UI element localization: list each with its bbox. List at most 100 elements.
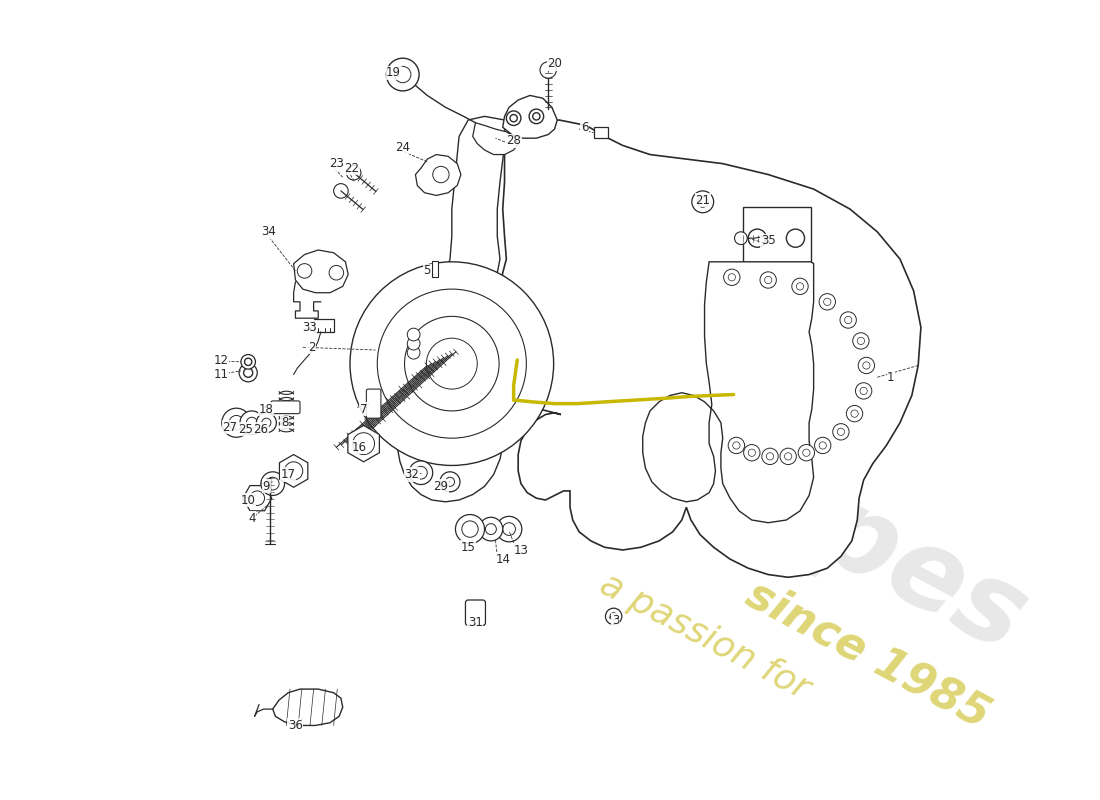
Text: 22: 22 xyxy=(344,162,360,174)
Text: 18: 18 xyxy=(258,402,274,415)
Circle shape xyxy=(250,491,264,506)
Polygon shape xyxy=(279,454,308,487)
Circle shape xyxy=(229,415,243,430)
Text: 35: 35 xyxy=(761,234,776,247)
Circle shape xyxy=(407,346,420,359)
Text: 12: 12 xyxy=(213,354,229,367)
Polygon shape xyxy=(503,95,558,138)
Text: since 1985: since 1985 xyxy=(739,572,998,737)
Text: 5: 5 xyxy=(424,265,431,278)
FancyBboxPatch shape xyxy=(366,389,381,418)
Circle shape xyxy=(540,62,557,78)
Circle shape xyxy=(297,264,311,278)
FancyBboxPatch shape xyxy=(465,600,485,626)
Text: 4: 4 xyxy=(249,512,255,525)
Polygon shape xyxy=(273,689,343,726)
Circle shape xyxy=(432,166,449,182)
Circle shape xyxy=(833,424,849,440)
Text: 34: 34 xyxy=(261,226,276,238)
Text: 2: 2 xyxy=(308,341,316,354)
Text: 10: 10 xyxy=(241,494,255,506)
Circle shape xyxy=(262,418,271,427)
Circle shape xyxy=(529,109,543,124)
Circle shape xyxy=(409,461,432,485)
Circle shape xyxy=(724,269,740,286)
Text: 9: 9 xyxy=(263,480,271,493)
Circle shape xyxy=(852,333,869,349)
Circle shape xyxy=(496,516,521,542)
Circle shape xyxy=(485,524,496,534)
Circle shape xyxy=(395,66,411,82)
Text: 7: 7 xyxy=(360,402,367,415)
Circle shape xyxy=(744,445,760,461)
Text: 20: 20 xyxy=(547,57,562,70)
Polygon shape xyxy=(416,154,461,195)
Circle shape xyxy=(858,358,874,374)
Bar xyxy=(314,319,333,332)
Text: europes: europes xyxy=(547,343,1044,675)
Circle shape xyxy=(846,406,862,422)
Text: 1: 1 xyxy=(888,370,894,384)
Polygon shape xyxy=(294,250,349,293)
Text: 17: 17 xyxy=(280,468,296,481)
Text: 16: 16 xyxy=(352,441,366,454)
Circle shape xyxy=(762,448,778,465)
Polygon shape xyxy=(397,116,505,502)
Text: 19: 19 xyxy=(386,66,402,79)
Circle shape xyxy=(799,445,814,461)
Text: 15: 15 xyxy=(461,541,475,554)
Circle shape xyxy=(285,462,303,480)
Circle shape xyxy=(427,338,477,389)
Text: 21: 21 xyxy=(695,194,711,206)
Circle shape xyxy=(377,289,527,438)
Polygon shape xyxy=(473,122,518,154)
Text: 36: 36 xyxy=(288,719,302,732)
Circle shape xyxy=(605,608,621,625)
Circle shape xyxy=(350,262,553,466)
Text: 23: 23 xyxy=(329,157,344,170)
Circle shape xyxy=(346,166,361,180)
Circle shape xyxy=(692,191,714,213)
Text: 26: 26 xyxy=(253,422,268,435)
Text: 11: 11 xyxy=(213,368,229,381)
Polygon shape xyxy=(243,486,272,510)
Circle shape xyxy=(728,438,745,454)
Circle shape xyxy=(446,478,454,486)
Text: 28: 28 xyxy=(506,134,521,147)
Text: 31: 31 xyxy=(468,616,483,630)
Circle shape xyxy=(353,433,374,454)
Circle shape xyxy=(780,448,796,465)
Polygon shape xyxy=(348,426,380,462)
Circle shape xyxy=(329,266,343,280)
Text: a passion for: a passion for xyxy=(594,566,815,706)
Circle shape xyxy=(748,229,767,247)
Text: 3: 3 xyxy=(612,614,619,626)
Circle shape xyxy=(333,184,349,198)
Circle shape xyxy=(222,408,251,438)
Bar xyxy=(432,261,438,278)
Circle shape xyxy=(760,272,777,288)
Circle shape xyxy=(455,514,484,544)
Text: 24: 24 xyxy=(395,141,410,154)
Circle shape xyxy=(786,229,804,247)
Text: 27: 27 xyxy=(222,421,238,434)
FancyBboxPatch shape xyxy=(271,401,300,414)
Text: 8: 8 xyxy=(280,416,288,430)
Circle shape xyxy=(407,338,420,350)
Circle shape xyxy=(246,418,257,428)
Circle shape xyxy=(814,438,830,454)
Circle shape xyxy=(241,354,255,369)
Circle shape xyxy=(840,312,857,328)
Circle shape xyxy=(480,518,503,541)
Text: 13: 13 xyxy=(514,543,528,557)
Polygon shape xyxy=(642,262,814,522)
Circle shape xyxy=(261,472,285,495)
Circle shape xyxy=(405,316,499,411)
Circle shape xyxy=(266,478,279,490)
Text: 32: 32 xyxy=(405,468,419,481)
Text: 29: 29 xyxy=(433,480,449,493)
Circle shape xyxy=(240,411,264,434)
Text: 25: 25 xyxy=(238,422,253,435)
Circle shape xyxy=(506,111,521,126)
Circle shape xyxy=(415,466,427,479)
